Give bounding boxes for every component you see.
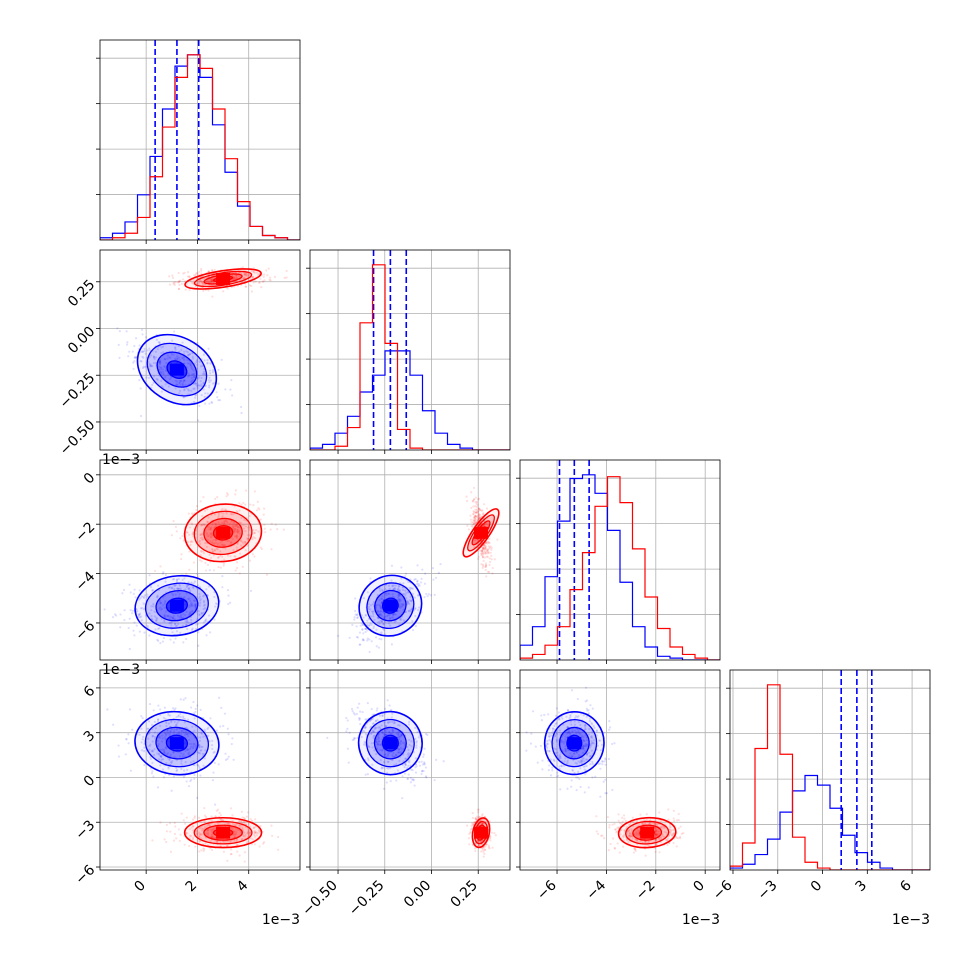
panel-frame xyxy=(309,249,511,451)
panel-p0-vs-p0 xyxy=(96,39,301,244)
density-peak xyxy=(216,272,231,285)
gridlines xyxy=(520,670,720,870)
density-peak xyxy=(216,526,231,539)
x-tick-label: 6 xyxy=(897,877,915,895)
y-tick-label: −4 xyxy=(72,569,98,595)
histogram-p0-series-0 xyxy=(100,54,300,240)
density-peak xyxy=(216,826,231,839)
panel-frame xyxy=(309,459,511,661)
contours-series-1 xyxy=(183,816,263,849)
x-tick-label: 0 xyxy=(690,878,708,896)
panel-p2-vs-p1 xyxy=(306,459,511,664)
panel-frame xyxy=(99,669,301,871)
panel-p2-vs-p0: −6 −4 −2 0 xyxy=(72,459,301,664)
y-tick-label: 6 xyxy=(81,683,99,701)
x-offset-text-p3: 1e−3 xyxy=(892,912,930,928)
contours-series-1 xyxy=(462,508,500,558)
y-tick-label: 0 xyxy=(81,470,99,488)
y-tick-label: −0.50 xyxy=(57,417,99,459)
density-peak xyxy=(474,526,489,539)
contours-series-0 xyxy=(358,574,423,637)
gridlines xyxy=(310,250,510,450)
x-offset-text-p0: 1e−3 xyxy=(262,912,300,928)
panel-p3-vs-p1: −0.50 −0.25 0.00 0.25 xyxy=(299,669,511,920)
x-tick-label: −2 xyxy=(633,878,659,904)
panel-frame xyxy=(99,249,301,451)
y-tick-label: 0.00 xyxy=(65,324,98,357)
y-tick-label: −6 xyxy=(72,862,98,888)
y-tick-label: 3 xyxy=(81,728,99,746)
contours-series-1 xyxy=(617,816,677,849)
x-tick-label: −4 xyxy=(583,877,609,903)
gridlines xyxy=(100,40,300,240)
gridlines xyxy=(100,670,300,870)
density-peak xyxy=(169,363,184,376)
y-tick-label: 0 xyxy=(81,773,99,791)
x-tick-label: −3 xyxy=(755,878,781,904)
contours-series-1 xyxy=(184,268,262,290)
panel-p1-vs-p0: −0.50 −0.25 0.00 0.25 xyxy=(57,249,301,459)
contours-series-0 xyxy=(543,711,605,776)
panel-p3-vs-p2: −6 −4 −2 0 xyxy=(516,669,721,904)
panel-frame xyxy=(99,39,301,241)
y-tick-label: −2 xyxy=(72,519,98,545)
gridlines xyxy=(730,670,930,870)
panel-frame xyxy=(99,459,301,661)
x-tick-label: −0.50 xyxy=(299,878,341,920)
contours-series-1 xyxy=(471,817,491,849)
x-tick-label: 4 xyxy=(234,877,252,895)
panel-p1-vs-p1 xyxy=(306,249,511,454)
x-tick-label: 0 xyxy=(808,878,826,896)
contours-series-1 xyxy=(183,503,263,563)
panel-frame xyxy=(729,669,931,871)
contours-series-0 xyxy=(136,333,218,406)
gridlines xyxy=(310,460,510,660)
x-tick-label: 0 xyxy=(131,878,149,896)
density-peak xyxy=(640,826,655,839)
x-tick-label: 3 xyxy=(853,878,871,896)
density-peak xyxy=(169,737,184,750)
x-tick-label: −6 xyxy=(534,877,560,903)
gridlines xyxy=(100,460,300,660)
y-tick-label: 0.25 xyxy=(65,277,98,310)
y-tick-label: −3 xyxy=(72,817,98,843)
density-peak xyxy=(169,599,184,612)
y-offset-text-p3: 1e−3 xyxy=(102,662,140,678)
density-peak xyxy=(567,737,582,750)
panel-frame xyxy=(519,459,721,661)
y-offset-text-p2: 1e−3 xyxy=(102,452,140,468)
histogram-p1-series-0 xyxy=(310,350,510,450)
histogram-p1-series-1 xyxy=(310,264,510,450)
x-tick-label: 2 xyxy=(183,878,201,896)
panel-p3-vs-p3: −6 −3 0 3 6 xyxy=(710,669,931,904)
contours-series-0 xyxy=(134,710,220,776)
x-tick-label: −0.25 xyxy=(346,878,388,920)
y-tick-label: −0.25 xyxy=(57,370,99,412)
density-peak xyxy=(383,737,398,750)
histogram-p3-series-0 xyxy=(730,774,930,870)
panel-p2-vs-p2 xyxy=(516,459,721,664)
panel-frame xyxy=(519,669,721,871)
y-tick-label: −6 xyxy=(72,618,98,644)
gridlines xyxy=(100,250,300,450)
x-tick-label: 0.25 xyxy=(448,878,481,911)
x-tick-label: 0.00 xyxy=(401,878,434,911)
density-peak xyxy=(474,826,489,839)
contours-series-0 xyxy=(357,710,423,776)
histogram-p2-series-0 xyxy=(520,474,720,660)
contours-series-0 xyxy=(134,574,220,637)
panel-p3-vs-p0: 0 2 4 −6 −3 0 3 6 xyxy=(72,669,301,896)
histogram-p2-series-1 xyxy=(520,476,720,660)
panel-frame xyxy=(309,669,511,871)
x-tick-label: −6 xyxy=(710,877,736,903)
x-offset-text-p2: 1e−3 xyxy=(682,912,720,928)
histogram-p3-series-1 xyxy=(730,684,930,870)
density-peak xyxy=(383,599,398,612)
scatter-series-0 xyxy=(525,686,616,798)
histogram-p0-series-1 xyxy=(100,54,300,240)
